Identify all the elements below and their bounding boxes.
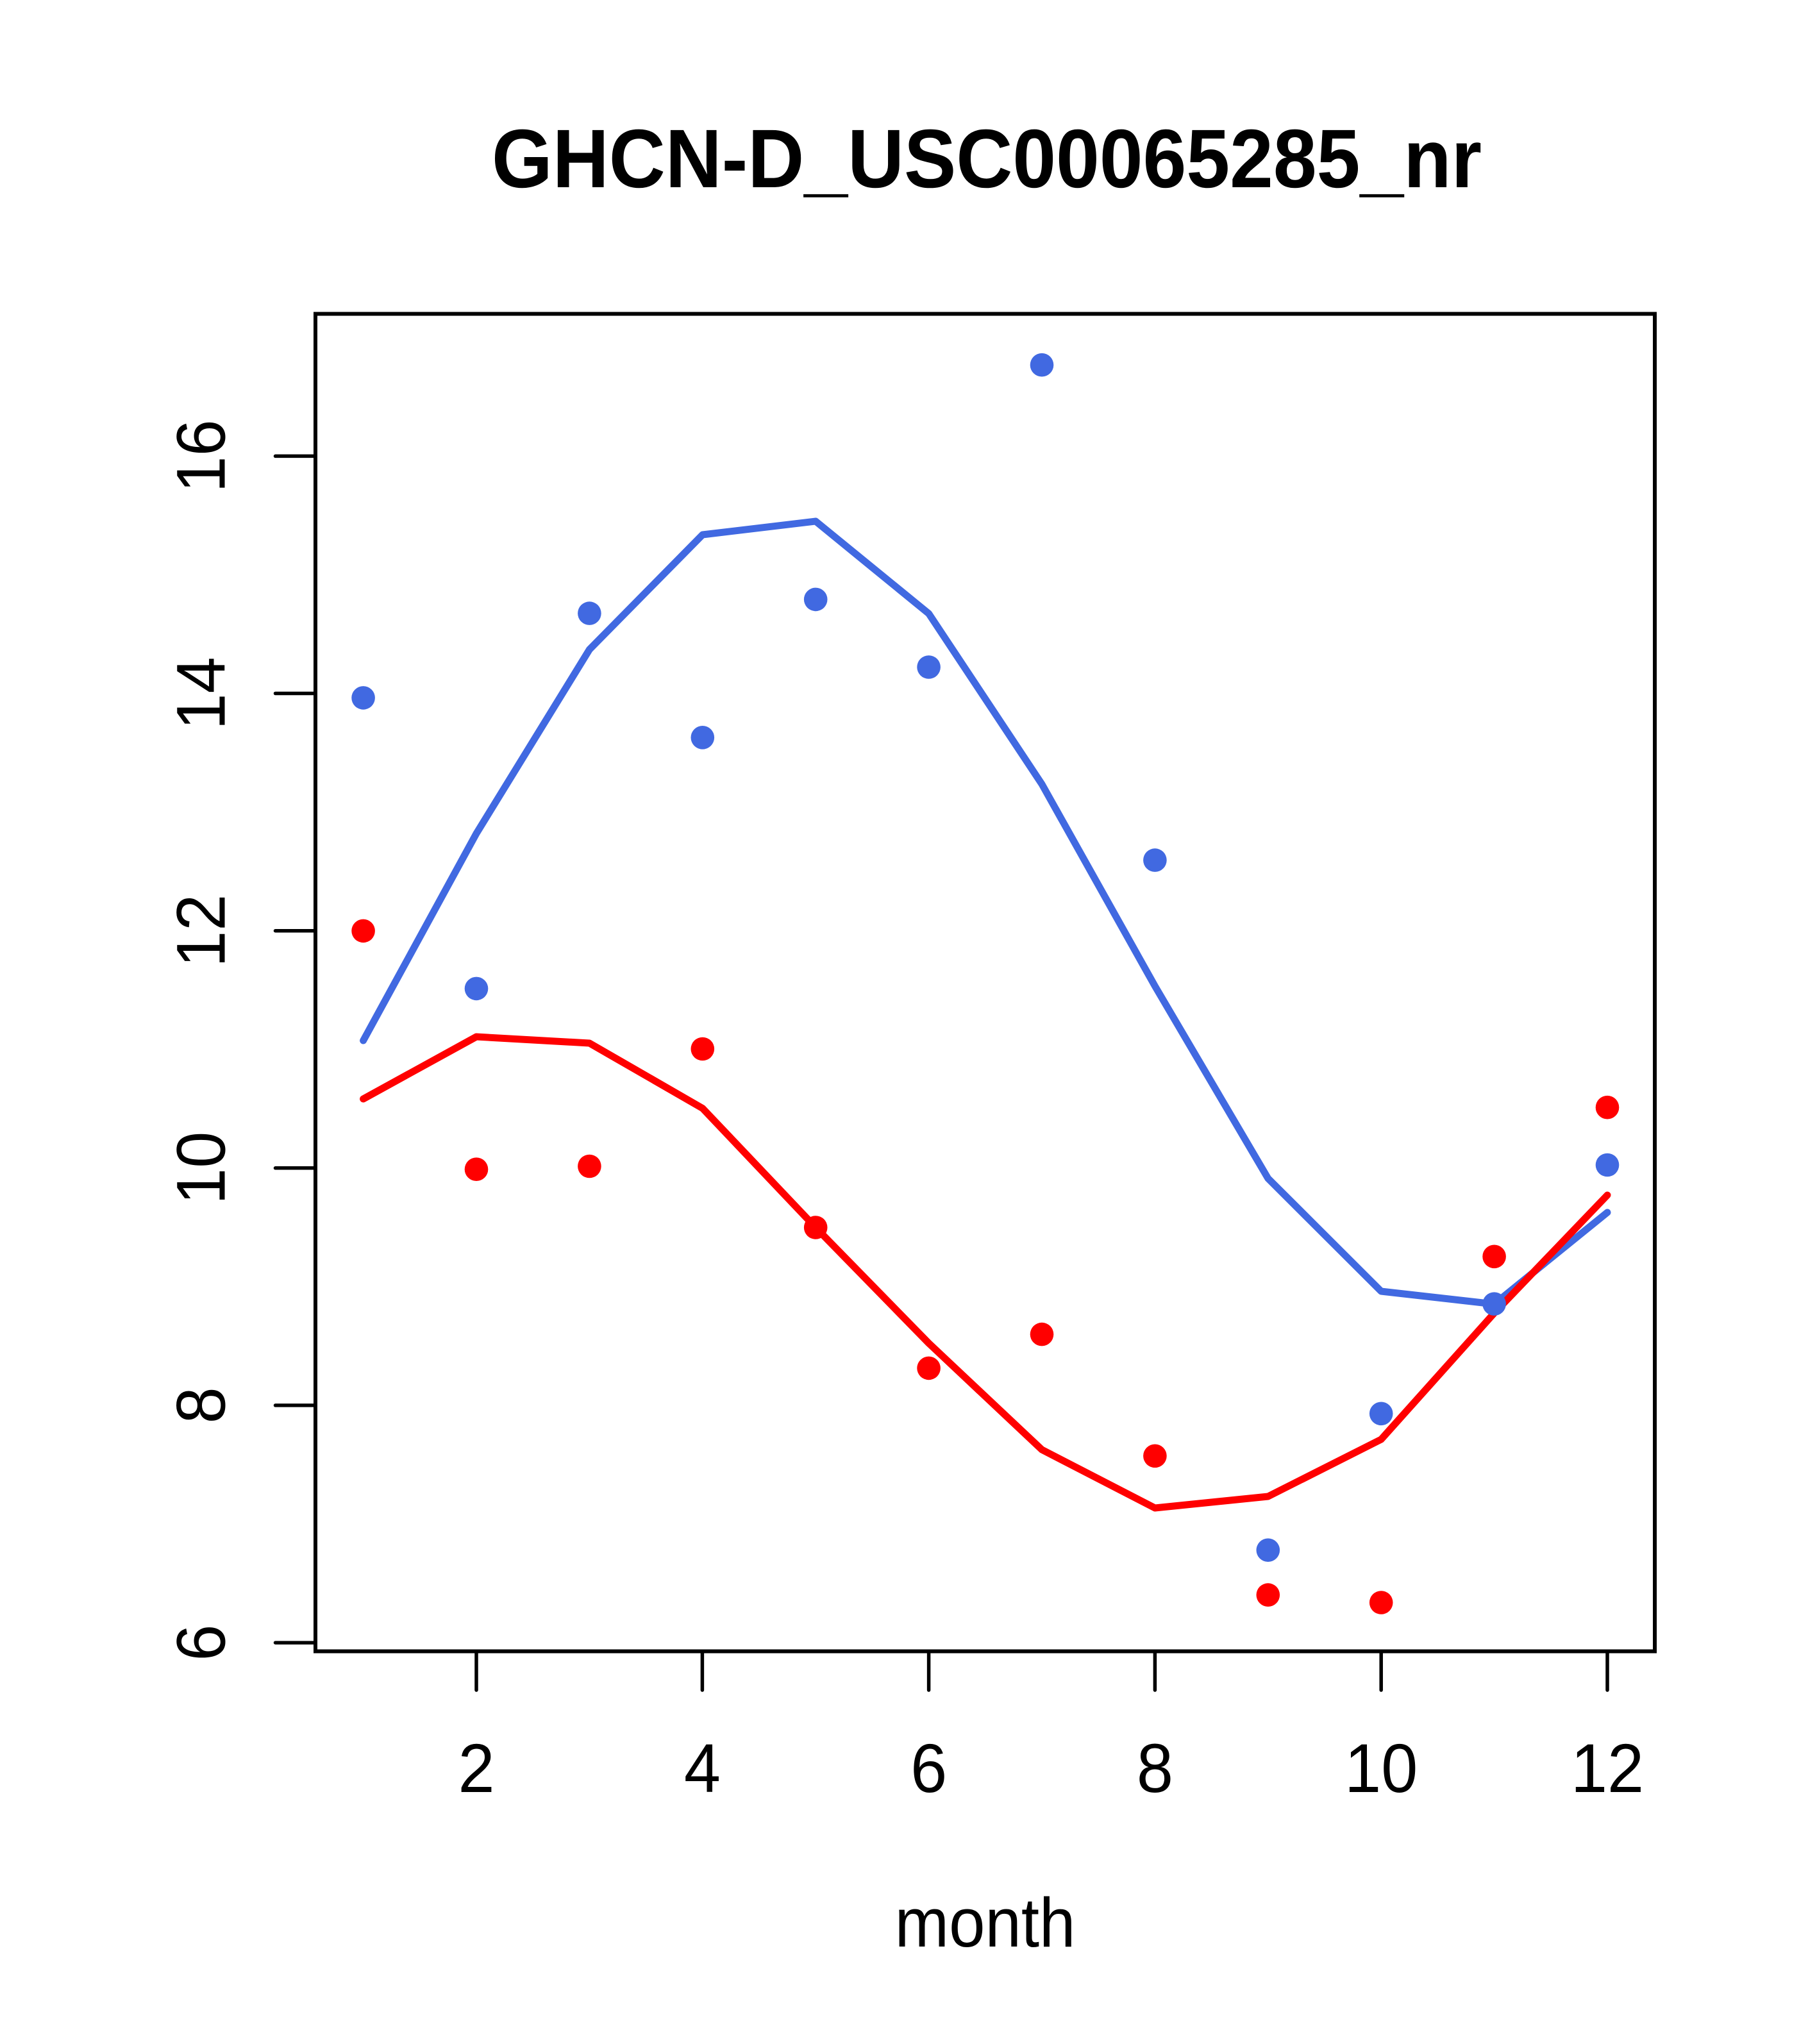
svg-text:16: 16 xyxy=(163,419,240,492)
svg-text:12: 12 xyxy=(163,894,240,968)
svg-text:GHCN-D_USC00065285_nr: GHCN-D_USC00065285_nr xyxy=(492,112,1482,205)
svg-text:10: 10 xyxy=(163,1132,240,1205)
svg-text:6: 6 xyxy=(163,1625,240,1661)
svg-text:12: 12 xyxy=(1571,1730,1644,1807)
svg-text:4: 4 xyxy=(684,1730,721,1807)
svg-text:month: month xyxy=(895,1884,1076,1962)
svg-text:10: 10 xyxy=(1344,1730,1418,1807)
svg-text:8: 8 xyxy=(1137,1730,1173,1807)
svg-text:8: 8 xyxy=(163,1387,240,1423)
svg-text:2: 2 xyxy=(458,1730,494,1807)
svg-text:14: 14 xyxy=(163,657,240,730)
svg-text:6: 6 xyxy=(910,1730,947,1807)
